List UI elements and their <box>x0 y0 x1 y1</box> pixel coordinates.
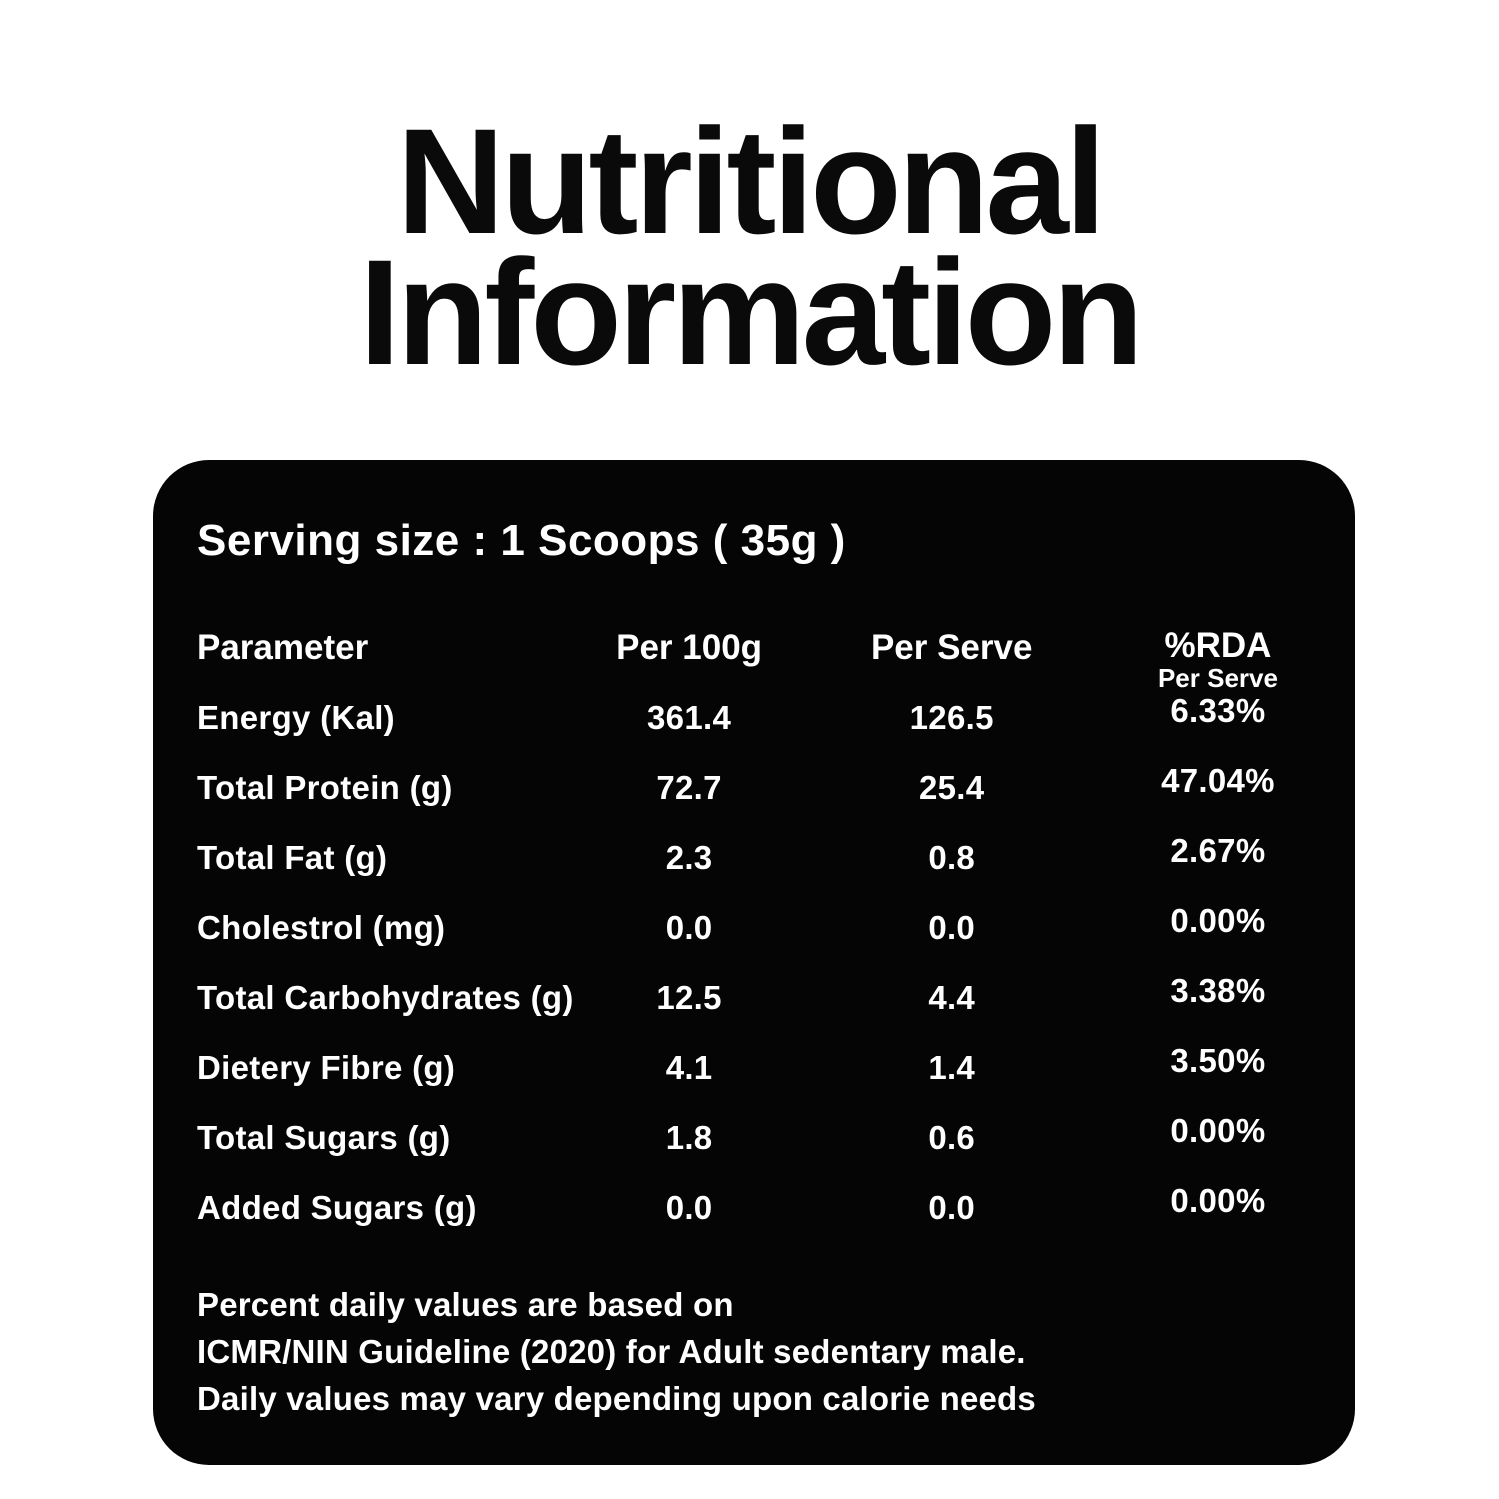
param-cell: Total Fat (g) <box>197 839 388 876</box>
header-per-serve: Per Serve <box>870 628 1033 667</box>
table-row: Cholestrol (mg) 0.0 0.0 0.00% <box>153 902 1355 979</box>
nutrition-facts-panel: Serving size : 1 Scoops ( 35g ) Paramete… <box>153 460 1355 1465</box>
rda-cell: 6.33% <box>1170 692 1266 729</box>
per-100g-cell: 4.1 <box>665 1049 713 1086</box>
per-serve-cell: 0.8 <box>928 839 976 876</box>
param-cell: Added Sugars (g) <box>197 1189 477 1226</box>
table-row: Energy (Kal) 361.4 126.5 6.33% <box>153 692 1355 769</box>
serving-size-label: Serving size : <box>197 516 488 565</box>
param-cell: Total Sugars (g) <box>197 1119 451 1156</box>
header-rda: %RDA Per Serve <box>1081 628 1355 691</box>
page-title: Nutritional Information <box>0 97 1499 396</box>
per-serve-cell: 0.0 <box>928 1189 976 1226</box>
per-100g-cell: 72.7 <box>656 769 722 806</box>
serving-size-value: 1 Scoops ( 35g ) <box>500 516 846 565</box>
header-per-100g: Per 100g <box>616 628 763 667</box>
daily-values-footnote: Percent daily values are based on ICMR/N… <box>197 1282 1036 1423</box>
per-serve-cell: 4.4 <box>928 979 976 1016</box>
per-100g-cell: 0.0 <box>665 909 713 946</box>
per-100g-cell: 1.8 <box>665 1119 713 1156</box>
nutrition-table: Parameter Per 100g Per Serve %RDA Per Se… <box>153 628 1355 1259</box>
footnote-line-3: Daily values may vary depending upon cal… <box>197 1379 1036 1417</box>
header-rda-sub: Per Serve <box>1157 663 1278 693</box>
per-100g-cell: 361.4 <box>647 699 732 736</box>
per-100g-cell: 0.0 <box>665 1189 713 1226</box>
page-title-line-2: Information <box>359 227 1144 396</box>
param-cell: Dietery Fibre (g) <box>197 1049 456 1086</box>
table-row: Total Protein (g) 72.7 25.4 47.04% <box>153 762 1355 839</box>
serving-size-line: Serving size : 1 Scoops ( 35g ) <box>197 516 846 566</box>
rda-cell: 0.00% <box>1170 1182 1266 1219</box>
table-row: Dietery Fibre (g) 4.1 1.4 3.50% <box>153 1042 1355 1119</box>
rda-cell: 2.67% <box>1170 832 1266 869</box>
per-serve-cell: 1.4 <box>928 1049 976 1086</box>
table-row: Added Sugars (g) 0.0 0.0 0.00% <box>153 1182 1355 1259</box>
param-cell: Cholestrol (mg) <box>197 909 446 946</box>
rda-cell: 3.50% <box>1170 1042 1266 1079</box>
header-parameter: Parameter <box>197 628 369 667</box>
per-100g-cell: 2.3 <box>665 839 713 876</box>
rda-cell: 0.00% <box>1170 1112 1266 1149</box>
param-cell: Total Carbohydrates (g) <box>197 979 574 1016</box>
rda-cell: 47.04% <box>1161 762 1275 799</box>
table-row: Total Sugars (g) 1.8 0.6 0.00% <box>153 1112 1355 1189</box>
footnote-line-2: ICMR/NIN Guideline (2020) for Adult sede… <box>197 1332 1026 1370</box>
footnote-line-1: Percent daily values are based on <box>197 1286 734 1323</box>
per-serve-cell: 0.6 <box>928 1119 976 1156</box>
table-row: Total Fat (g) 2.3 0.8 2.67% <box>153 832 1355 909</box>
per-serve-cell: 0.0 <box>928 909 976 946</box>
param-cell: Energy (Kal) <box>197 699 395 736</box>
page-title-line-1: Nutritional <box>396 97 1107 265</box>
table-row: Total Carbohydrates (g) 12.5 4.4 3.38% <box>153 972 1355 1049</box>
table-header-row: Parameter Per 100g Per Serve %RDA Per Se… <box>153 628 1355 691</box>
header-rda-main: %RDA <box>1164 626 1272 665</box>
per-serve-cell: 126.5 <box>909 699 994 736</box>
table-body: Energy (Kal) 361.4 126.5 6.33% Total Pro… <box>153 692 1355 1259</box>
per-100g-cell: 12.5 <box>656 979 722 1016</box>
rda-cell: 0.00% <box>1170 902 1266 939</box>
per-serve-cell: 25.4 <box>918 769 985 806</box>
param-cell: Total Protein (g) <box>197 769 453 806</box>
rda-cell: 3.38% <box>1170 972 1266 1009</box>
